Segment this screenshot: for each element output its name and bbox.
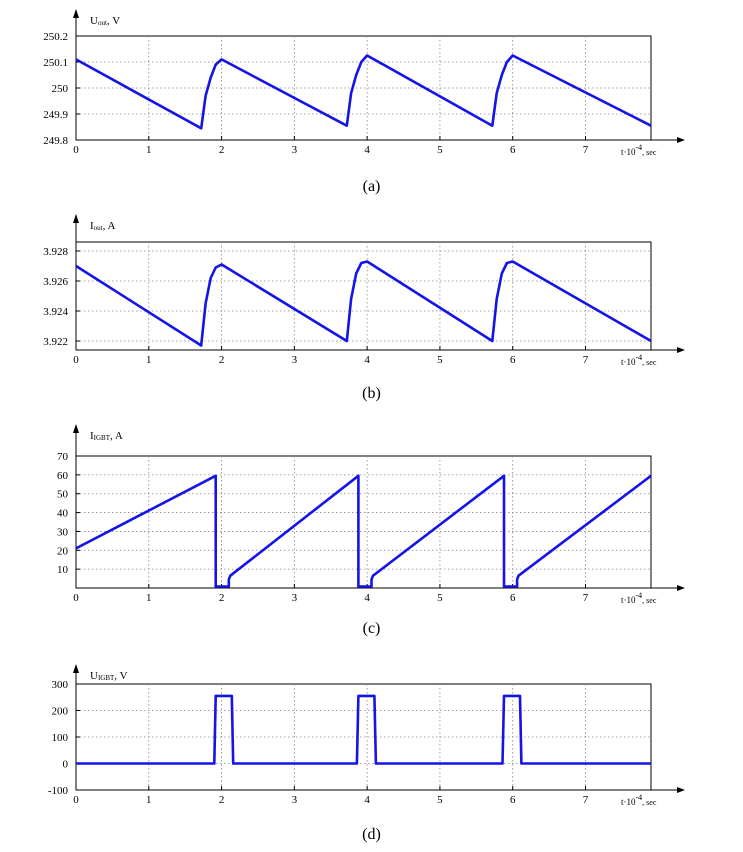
y-tick-label: 200 bbox=[52, 706, 69, 718]
series-line-1 bbox=[75, 54, 652, 130]
x-tick-label: 5 bbox=[437, 592, 443, 604]
panel-caption: (b) bbox=[362, 385, 381, 402]
x-tick-label: 3 bbox=[292, 592, 298, 604]
x-tick-label: 3 bbox=[292, 794, 298, 806]
x-tick-label: 4 bbox=[364, 794, 370, 806]
x-tick-label: 6 bbox=[510, 144, 516, 156]
y-tick-label: 249.9 bbox=[43, 109, 68, 121]
plot-frame bbox=[75, 241, 652, 351]
y-tick-label: 50 bbox=[57, 489, 69, 501]
x-tick-label: 7 bbox=[583, 144, 589, 156]
y-tick-label: 70 bbox=[57, 451, 69, 463]
x-tick-label: 6 bbox=[510, 592, 516, 604]
x-tick-label: 1 bbox=[146, 592, 152, 604]
x-axis-arrow bbox=[677, 137, 685, 143]
y-axis-title: UIGBT, V bbox=[90, 670, 128, 682]
series-line-1 bbox=[75, 474, 652, 588]
x-tick-label: 0 bbox=[73, 794, 79, 806]
x-tick-label: 1 bbox=[146, 354, 152, 366]
y-axis-title: Uout, V bbox=[90, 15, 120, 27]
x-tick-label: 3 bbox=[292, 354, 298, 366]
x-tick-label: 0 bbox=[73, 144, 79, 156]
y-tick-label: 249.8 bbox=[43, 135, 68, 147]
plot-frame bbox=[75, 455, 652, 589]
x-tick-label: 7 bbox=[583, 592, 589, 604]
x-tick-label: 1 bbox=[146, 794, 152, 806]
x-tick-label: 3 bbox=[292, 144, 298, 156]
x-tick-label: 2 bbox=[219, 354, 225, 366]
x-tick-label: 4 bbox=[364, 592, 370, 604]
chart-panel-3: 0 1 2 3 4 5 6 7 10 20 30 40 50 60 70 IIGBT, A t·10-4, se… bbox=[57, 424, 685, 605]
panel-caption: (d) bbox=[362, 826, 381, 843]
y-axis-arrow bbox=[73, 424, 79, 433]
panel-caption: (c) bbox=[362, 620, 381, 637]
chart-panel-4: 0 1 2 3 4 5 6 7 -100 0 100 200 300 UIGBT, V t·10-4, se… bbox=[48, 664, 685, 807]
x-axis-title: t·10-4, sec bbox=[621, 143, 657, 157]
y-tick-label: 250 bbox=[52, 83, 69, 95]
y-tick-label: 3.928 bbox=[43, 246, 68, 258]
y-tick-label: 60 bbox=[57, 470, 69, 482]
y-axis-arrow bbox=[73, 664, 79, 673]
y-axis-title: IIGBT, A bbox=[90, 430, 123, 442]
x-tick-label: 7 bbox=[583, 794, 589, 806]
x-tick-label: 2 bbox=[219, 794, 225, 806]
y-tick-label: 100 bbox=[52, 732, 69, 744]
x-axis-title: t·10-4, sec bbox=[621, 353, 657, 367]
x-axis-title: t·10-4, sec bbox=[621, 591, 657, 605]
x-tick-label: 1 bbox=[146, 144, 152, 156]
y-tick-label: 3.922 bbox=[43, 336, 68, 348]
y-tick-label: 30 bbox=[57, 526, 69, 538]
y-tick-label: 3.926 bbox=[43, 276, 68, 288]
x-tick-label: 4 bbox=[364, 144, 370, 156]
series-line-1 bbox=[76, 694, 651, 765]
y-axis-title: Iout, A bbox=[90, 220, 116, 232]
x-axis-arrow bbox=[677, 347, 685, 353]
x-tick-label: 0 bbox=[73, 592, 79, 604]
y-tick-label: 250.2 bbox=[43, 31, 68, 43]
x-axis-title: t·10-4, sec bbox=[621, 793, 657, 807]
series-line-1 bbox=[75, 260, 652, 347]
x-tick-label: 5 bbox=[437, 144, 443, 156]
y-axis-arrow bbox=[73, 9, 79, 18]
y-axis-arrow bbox=[73, 214, 79, 223]
y-tick-label: 3.924 bbox=[43, 306, 68, 318]
x-axis-arrow bbox=[677, 787, 685, 793]
x-tick-label: 2 bbox=[219, 144, 225, 156]
x-tick-label: 4 bbox=[364, 354, 370, 366]
x-tick-label: 6 bbox=[510, 794, 516, 806]
x-tick-label: 5 bbox=[437, 354, 443, 366]
panel-caption: (a) bbox=[362, 178, 381, 195]
y-tick-label: 250.1 bbox=[43, 57, 68, 69]
y-tick-label: 40 bbox=[57, 508, 69, 520]
x-tick-label: 5 bbox=[437, 794, 443, 806]
chart-panel-2: 0 1 2 3 4 5 6 7 3.922 3.924 3.926 3.928 Iout, A t·10-… bbox=[43, 214, 685, 367]
x-tick-label: 6 bbox=[510, 354, 516, 366]
chart-panel-1: 0 1 2 3 4 5 6 7 249.8 249.9 250 250.1 250.2 Uout, V t·… bbox=[43, 9, 685, 157]
y-tick-label: 10 bbox=[57, 564, 69, 576]
x-axis-arrow bbox=[677, 585, 685, 591]
x-tick-label: 2 bbox=[219, 592, 225, 604]
x-tick-label: 7 bbox=[583, 354, 589, 366]
y-tick-label: -100 bbox=[48, 785, 69, 797]
x-tick-label: 0 bbox=[73, 354, 79, 366]
y-tick-label: 300 bbox=[52, 679, 69, 691]
y-tick-label: 20 bbox=[57, 545, 69, 557]
y-tick-label: 0 bbox=[63, 759, 69, 771]
